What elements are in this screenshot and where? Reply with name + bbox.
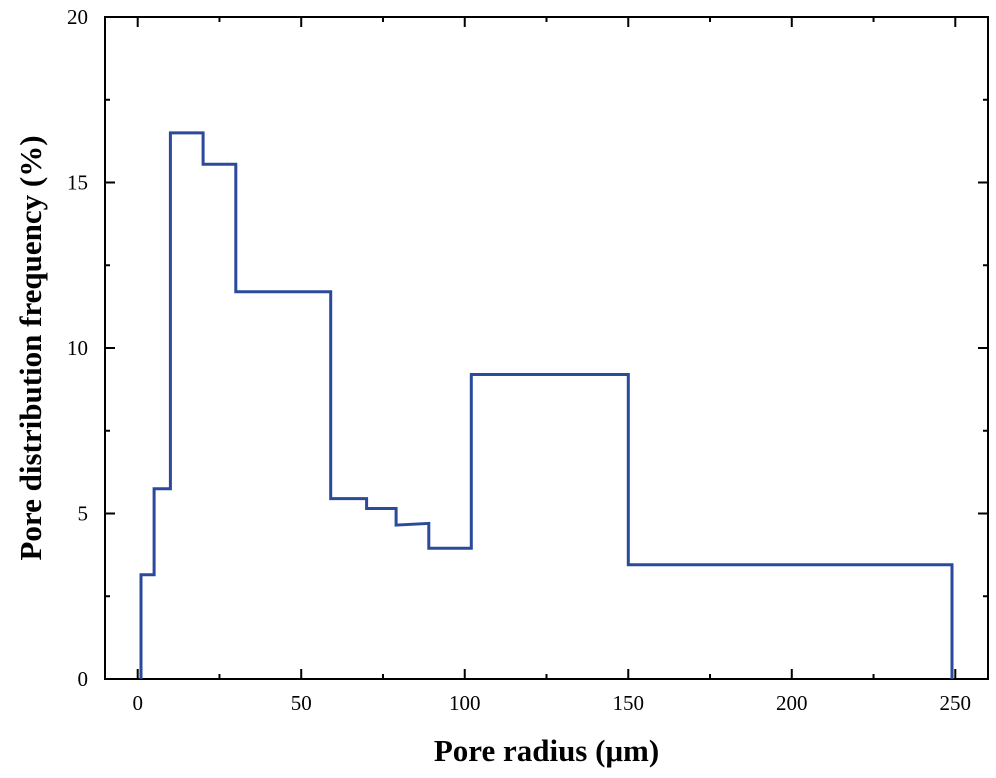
y-tick-label: 20 — [67, 5, 88, 29]
y-tick-label: 5 — [78, 502, 89, 526]
x-tick-label: 100 — [449, 691, 481, 715]
x-tick-label: 200 — [776, 691, 808, 715]
y-axis-title: Pore distribution frequency (%) — [13, 135, 48, 560]
x-tick-label: 250 — [940, 691, 972, 715]
y-tick-label: 0 — [78, 667, 89, 691]
plot-border — [104, 16, 989, 680]
plot-frame — [104, 16, 989, 680]
y-tick-label: 15 — [67, 171, 88, 195]
series-line — [139, 131, 954, 679]
x-tick-label: 50 — [291, 691, 312, 715]
series-layer — [139, 131, 954, 679]
x-tick-label: 0 — [132, 691, 143, 715]
y-axis: 0 5 10 15 20 — [67, 5, 988, 691]
x-tick-label: 150 — [613, 691, 645, 715]
y-tick-label: 10 — [67, 336, 88, 360]
x-axis-title: Pore radius (μm) — [434, 733, 659, 768]
x-axis: 0 50 100 150 200 250 — [132, 17, 971, 715]
